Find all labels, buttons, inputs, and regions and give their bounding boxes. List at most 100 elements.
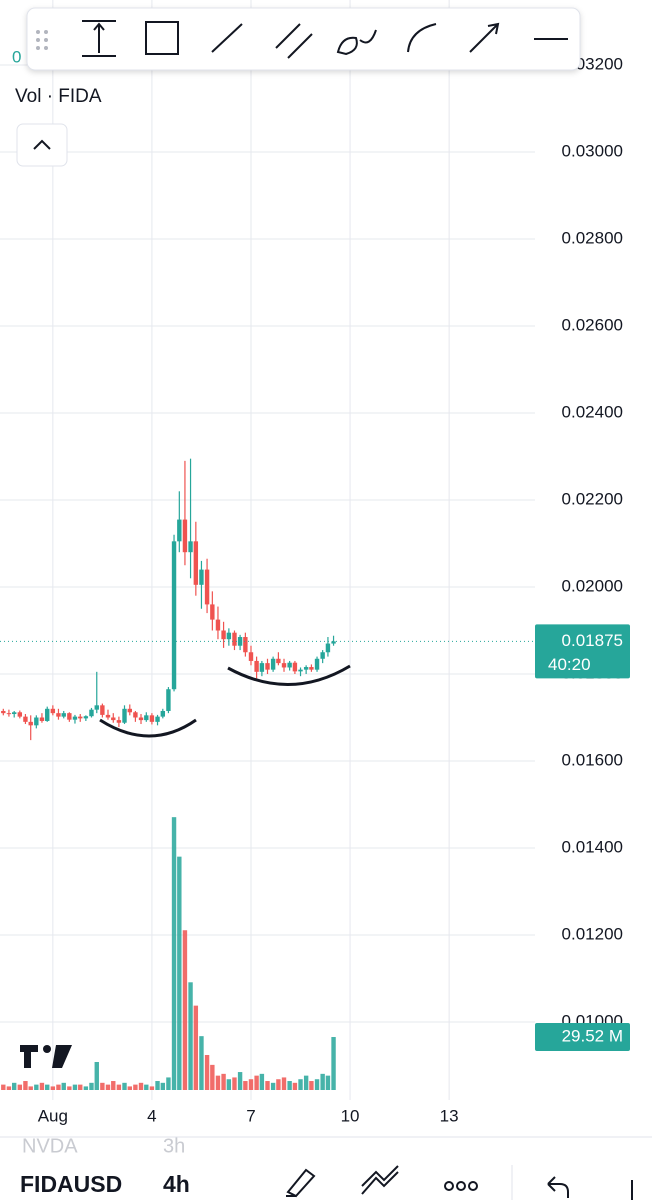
candle-body [270,658,276,670]
y-tick-label: 0.02400 [562,402,623,421]
tool-rectangle[interactable] [145,21,179,55]
tool-trend-line[interactable] [211,23,243,53]
candle-body [320,652,325,659]
candle-body [105,714,111,718]
volume-bar [210,1064,215,1090]
volume-bar [237,1072,243,1090]
volume-bar [105,1084,111,1090]
volume-bar [292,1082,298,1090]
undo-button[interactable] [547,1176,569,1198]
candle-body [50,708,56,714]
volume-bar [309,1081,314,1090]
volume-bar [122,1082,127,1090]
candle-body [6,713,12,715]
candle-body [314,658,320,670]
last-volume-label: 29.52 M [562,1026,623,1045]
candles [1,458,336,741]
candle-body [138,717,144,721]
candle-body [281,663,287,668]
volume-bar [61,1082,66,1090]
candle-body [144,715,149,721]
y-tick-label: 0.02200 [562,489,623,508]
last-volume-badge [535,1023,630,1052]
volume-bar [265,1081,270,1090]
candle-body [12,712,17,715]
draw-button[interactable] [286,1168,316,1198]
volume-bar [56,1084,61,1090]
volume-bar [188,982,193,1090]
grid [0,0,535,1100]
candle-body [215,619,221,631]
x-tick-label: 7 [246,1106,255,1125]
volume-bar [89,1082,94,1090]
volume-bar [1,1084,6,1090]
tool-brush[interactable] [336,29,377,56]
volume-bar [111,1081,116,1090]
candle-body [210,604,215,620]
volume-bar [72,1084,78,1090]
last-price-label: 0.01875 [562,631,623,650]
candle-body [122,708,127,723]
volume-bar [248,1079,254,1090]
candle-body [94,705,99,710]
volume-bar [259,1073,265,1090]
volume-bar [133,1084,138,1090]
volume-bar [314,1079,320,1090]
tool-parallel[interactable] [275,23,313,59]
candle-body [248,652,254,661]
tool-arrow[interactable] [469,22,500,53]
candle-body [39,717,45,721]
candle-body [83,716,89,719]
candle-body [155,716,160,722]
volume-bar [331,1037,336,1090]
candle-body [193,541,199,585]
volume-bar [177,856,182,1090]
tradingview-logo-dot [43,1045,51,1053]
indicators-button[interactable] [361,1165,399,1195]
volume-bar [320,1073,325,1090]
candle-body [276,658,281,664]
candle-body [325,643,331,653]
user-drawing-arc[interactable] [99,718,197,738]
candle-body [171,541,177,690]
collapse-button[interactable] [16,123,68,167]
volume-bar [100,1082,105,1090]
x-tick-label: 4 [147,1106,156,1125]
candle-body [67,713,72,720]
volume-bar [83,1086,89,1090]
volume-bar [50,1086,56,1090]
last-price-badge [535,624,630,679]
interval[interactable]: 4h [163,1171,190,1197]
volume-bar [166,1077,171,1090]
symbol[interactable]: FIDAUSD [20,1171,122,1197]
y-tick-label: 0.01600 [562,750,623,769]
background-interval: 3h [163,1135,185,1157]
drag-handle[interactable] [36,30,48,50]
volume-bar [78,1084,83,1090]
y-tick-label: 0.02000 [562,576,623,595]
volume-bar [6,1086,12,1090]
y-tick-label: 0.03000 [562,141,623,160]
candle-body [309,667,314,670]
volume-bar [23,1081,28,1090]
tradingview-logo [20,1045,72,1068]
volume-bar [325,1075,331,1090]
volume-bar [160,1082,166,1090]
y-tick-label: 0.01400 [562,837,623,856]
candle-body [298,669,303,672]
volume-bar [67,1086,72,1090]
candle-body [259,663,265,672]
candle-body [226,632,232,640]
candle-body [243,637,248,653]
tool-measure[interactable] [82,20,116,57]
drawing-toolbar [26,7,581,71]
tool-path[interactable] [407,23,437,53]
volume-bar [39,1082,45,1090]
volume-bar [199,1036,204,1090]
candle-body [188,541,193,553]
volume-bar [243,1081,248,1090]
user-drawing-arc[interactable] [227,664,351,686]
x-tick-label: 13 [440,1106,459,1125]
more-button[interactable] [444,1181,478,1191]
volume-bar [226,1079,232,1090]
